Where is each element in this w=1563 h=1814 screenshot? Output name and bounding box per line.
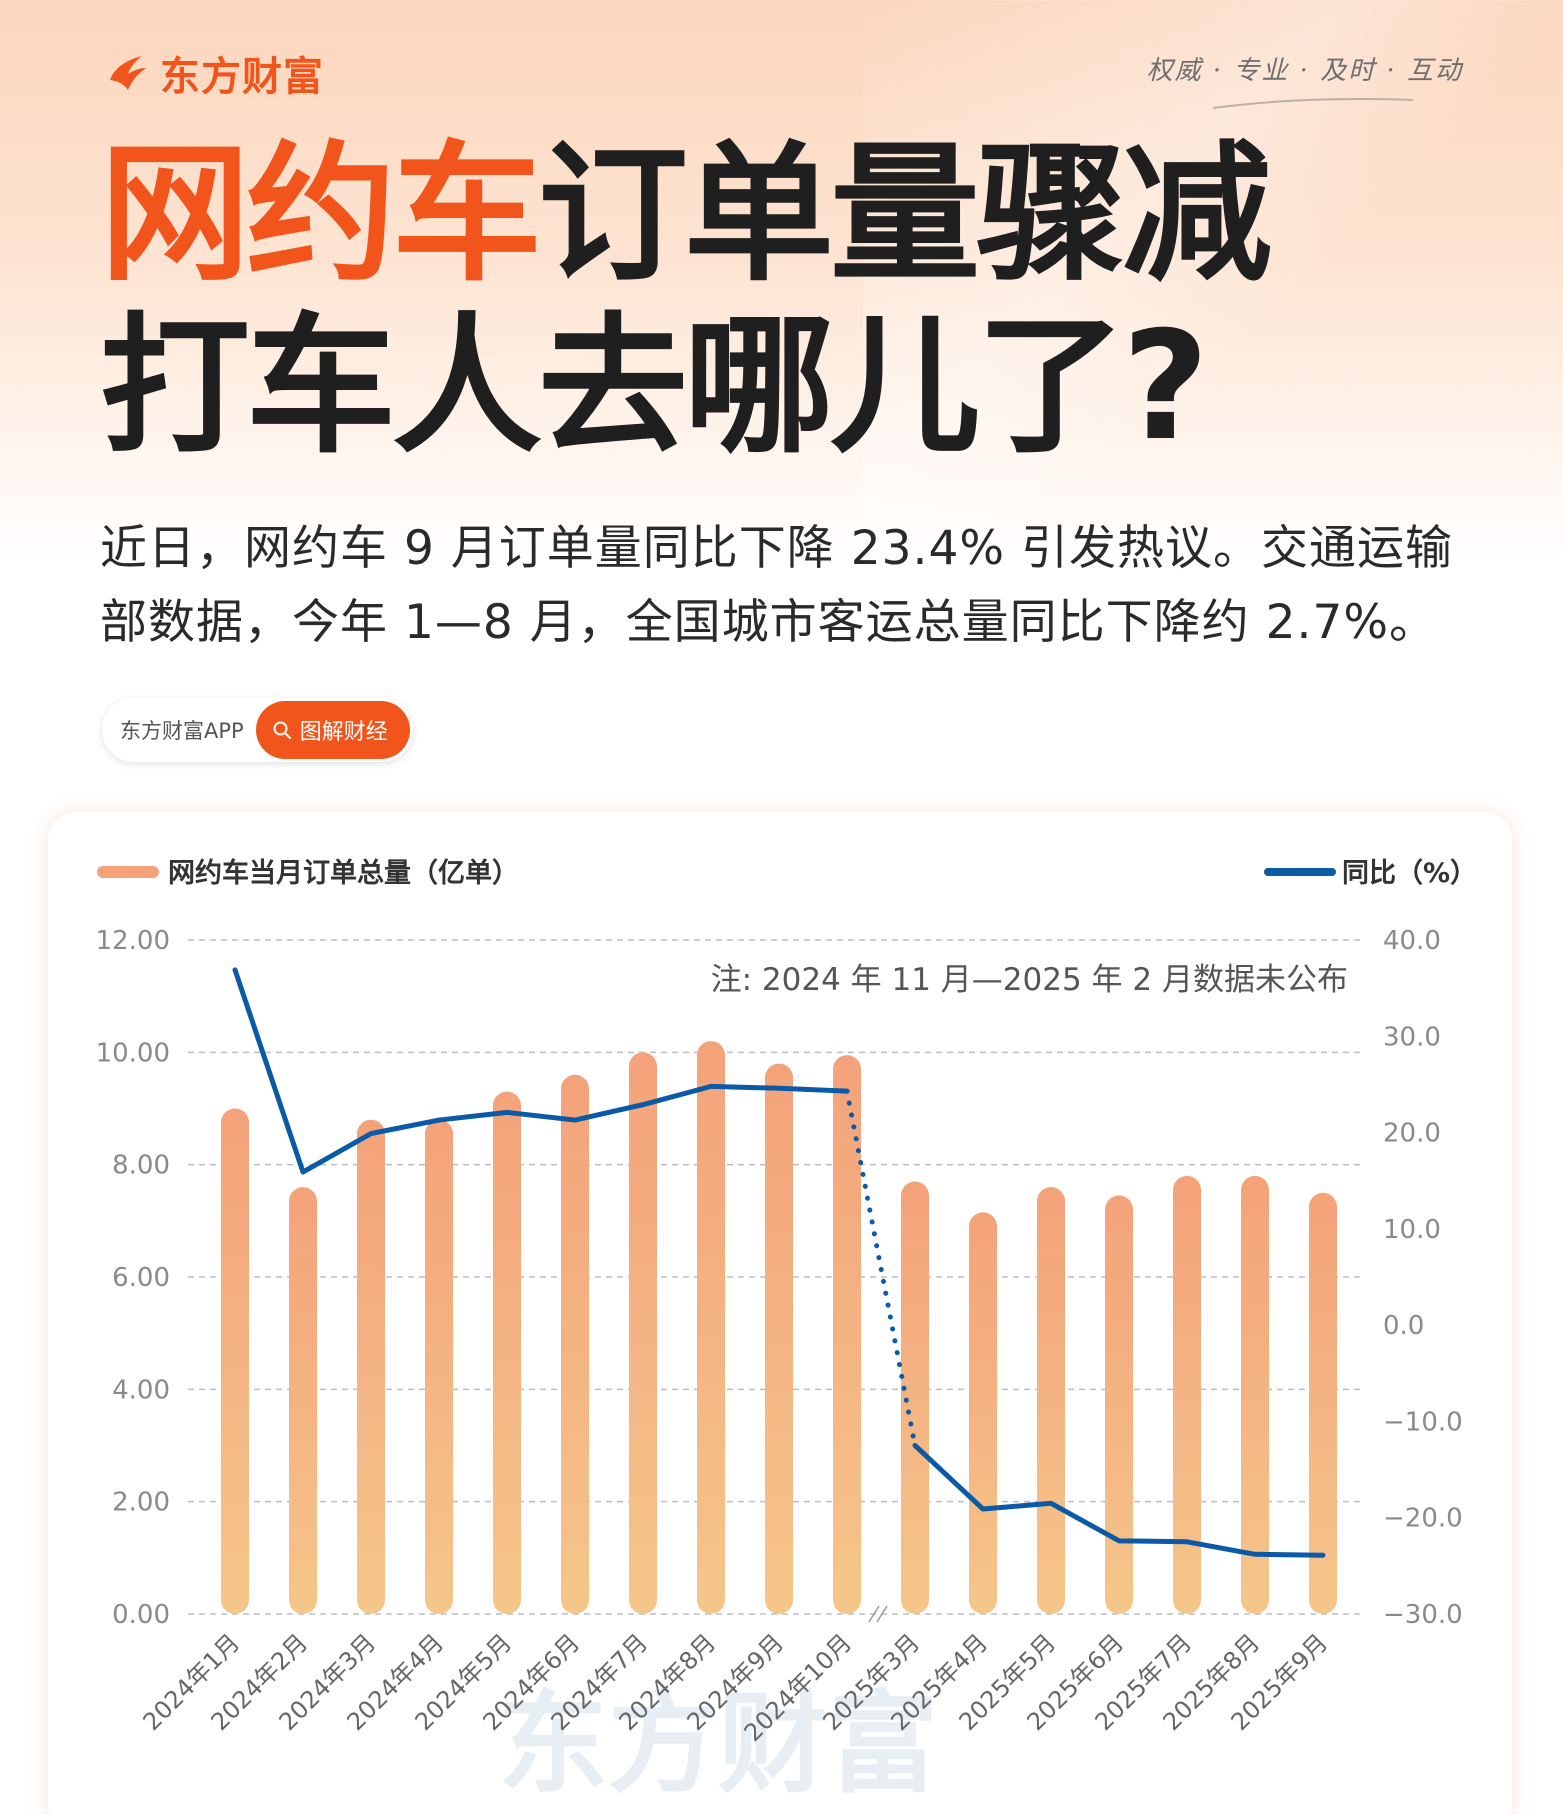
bar xyxy=(1037,1187,1065,1614)
bar xyxy=(1309,1192,1337,1614)
bar xyxy=(493,1091,521,1614)
legend-line-label: 同比（%） xyxy=(1342,858,1477,889)
bar xyxy=(901,1181,929,1614)
chart-note: 注: 2024 年 11 月—2025 年 2 月数据未公布 xyxy=(711,962,1348,998)
bar xyxy=(357,1119,385,1614)
brand-logo: 东方财富 xyxy=(104,44,324,102)
search-icon xyxy=(273,721,291,739)
watermark: 东方财富 xyxy=(498,1680,938,1808)
brand-flame-icon xyxy=(110,56,146,90)
legend-bar-label: 网约车当月订单总量（亿单） xyxy=(168,857,519,889)
bar xyxy=(1105,1195,1133,1614)
app-name: 东方财富APP xyxy=(120,719,244,743)
slogan-underline xyxy=(1213,98,1413,109)
brand-slogan: 权威 · 专业 · 及时 · 互动 xyxy=(1146,56,1463,86)
right-axis-tick: −30.0 xyxy=(1383,1600,1463,1630)
bar xyxy=(969,1212,997,1614)
headline: 网约车订单量骤减 打车人去哪儿了? xyxy=(100,140,1272,474)
left-axis-tick: 12.00 xyxy=(96,926,170,956)
right-axis-tick: −10.0 xyxy=(1383,1407,1463,1437)
right-axis-tick: 10.0 xyxy=(1383,1215,1441,1245)
bar xyxy=(765,1063,793,1614)
headline-line1: 网约车订单量骤减 xyxy=(100,140,1272,290)
headline-highlight: 网约车 xyxy=(100,128,542,302)
bar xyxy=(1241,1175,1269,1614)
bar xyxy=(221,1108,249,1614)
bar xyxy=(629,1052,657,1614)
chart: 网约车当月订单总量（亿单） 同比（%） 0.00 2.00 4.00 6.00 8.00 10… xyxy=(96,857,1478,1808)
yoy-line-2025 xyxy=(912,1443,1326,1558)
intro-paragraph: 近日，网约车 9 月订单量同比下降 23.4% 引发热议。交通运输部数据，今年 … xyxy=(100,521,1453,650)
left-axis-tick: 10.00 xyxy=(96,1038,170,1068)
left-axis-tick: 6.00 xyxy=(112,1263,170,1293)
chart-card: 网约车当月订单总量（亿单） 同比（%） 0.00 2.00 4.00 6.00 8.00 10… xyxy=(48,812,1512,1814)
bar xyxy=(833,1055,861,1614)
search-button-label: 图解财经 xyxy=(299,720,388,745)
right-axis-tick: −20.0 xyxy=(1383,1504,1463,1534)
right-axis-tick: 20.0 xyxy=(1383,1119,1441,1149)
headline-rest: 订单量骤减 xyxy=(538,128,1272,302)
axis-break-mark xyxy=(876,1605,888,1623)
bar xyxy=(289,1187,317,1614)
left-axis-tick: 4.00 xyxy=(112,1375,170,1405)
bar xyxy=(561,1074,589,1614)
bar xyxy=(425,1119,453,1614)
yoy-line-2024 xyxy=(232,967,850,1175)
bar xyxy=(697,1041,725,1614)
bar xyxy=(1173,1175,1201,1614)
brand-name: 东方财富 xyxy=(160,54,324,100)
right-axis-tick: 30.0 xyxy=(1383,1022,1441,1052)
search-button[interactable]: 图解财经 xyxy=(255,701,410,759)
yoy-line-gap-dotted xyxy=(844,1088,918,1448)
left-axis-tick: 0.00 xyxy=(112,1600,170,1630)
right-axis-tick: 40.0 xyxy=(1383,926,1441,956)
axis-break-mark xyxy=(868,1605,880,1623)
left-axis-tick: 2.00 xyxy=(112,1488,170,1518)
app-pill[interactable]: 东方财富APP 图解财经 xyxy=(102,698,413,762)
headline-line2: 打车人去哪儿了? xyxy=(100,300,1209,474)
right-axis-tick: 0.0 xyxy=(1383,1311,1424,1341)
left-axis-tick: 8.00 xyxy=(112,1151,170,1181)
